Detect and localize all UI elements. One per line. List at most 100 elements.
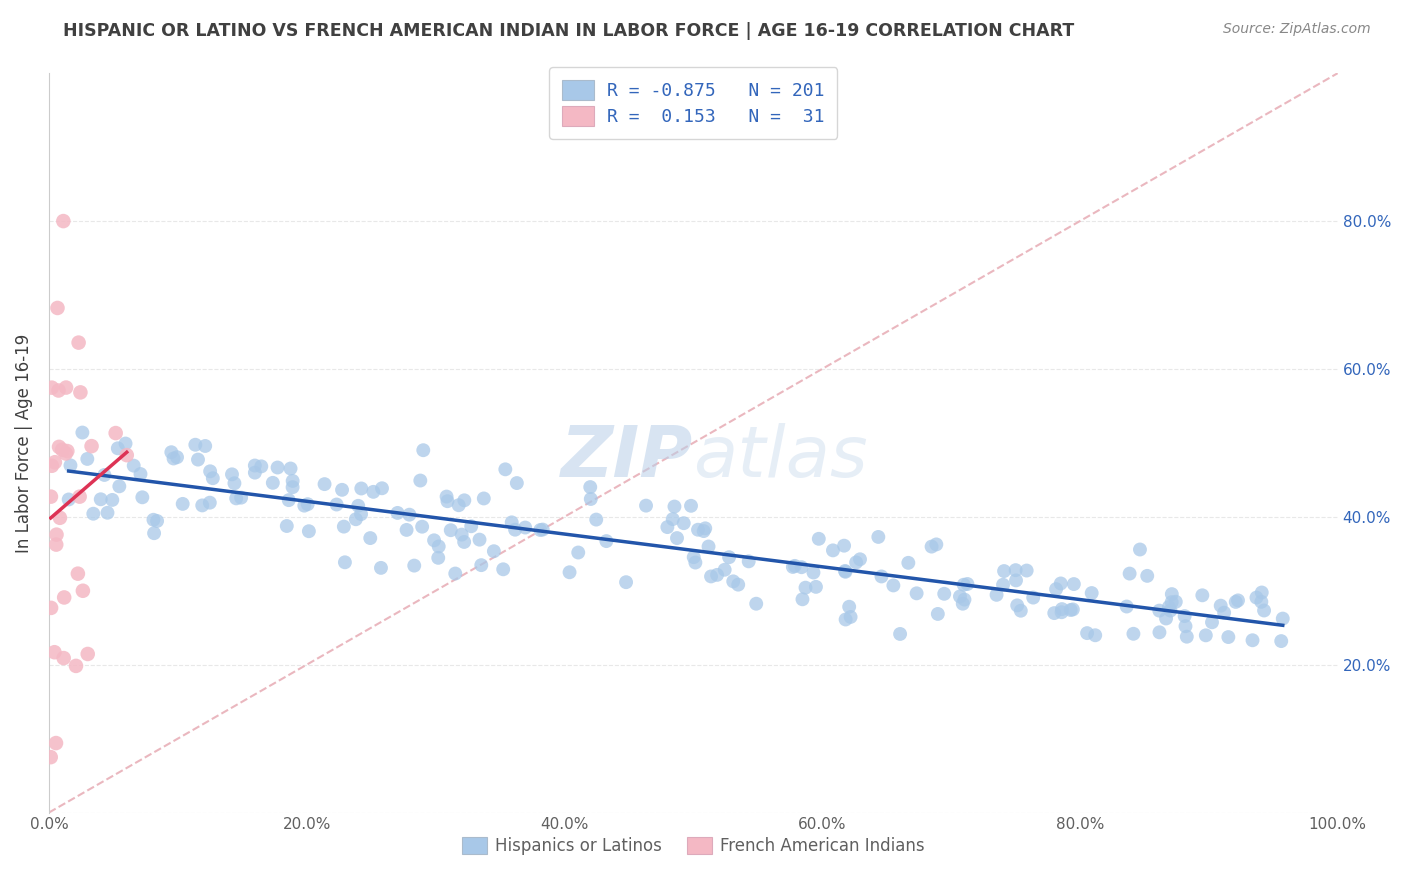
Point <box>292 499 315 513</box>
Point <box>129 467 152 481</box>
Point <box>595 534 617 549</box>
Point <box>657 520 679 534</box>
Point <box>82 507 104 521</box>
Point <box>1063 577 1085 591</box>
Point <box>225 491 247 506</box>
Point <box>1115 599 1137 614</box>
Point <box>558 566 581 580</box>
Point <box>347 499 370 513</box>
Point <box>713 563 735 577</box>
Point <box>1250 585 1272 599</box>
Point <box>482 544 505 558</box>
Point <box>395 523 418 537</box>
Point <box>198 464 221 478</box>
Point <box>48 384 70 398</box>
Point <box>1225 595 1247 609</box>
Point <box>198 496 221 510</box>
Point <box>685 556 707 570</box>
Point <box>832 539 855 553</box>
Point <box>695 521 717 535</box>
Point <box>191 499 214 513</box>
Point <box>67 335 90 350</box>
Point <box>69 385 91 400</box>
Point <box>58 492 80 507</box>
Point <box>250 459 273 474</box>
Point <box>1084 628 1107 642</box>
Point <box>927 607 949 621</box>
Point <box>333 555 356 569</box>
Point <box>834 565 856 579</box>
Point <box>494 462 516 476</box>
Point <box>1250 595 1272 609</box>
Point <box>41 381 63 395</box>
Point <box>745 597 768 611</box>
Point <box>1191 588 1213 602</box>
Point <box>229 491 252 505</box>
Point <box>1050 605 1073 619</box>
Point <box>41 458 63 473</box>
Point <box>727 577 749 591</box>
Point <box>1045 582 1067 596</box>
Point <box>492 562 515 576</box>
Point <box>679 499 702 513</box>
Point <box>427 550 450 565</box>
Point <box>350 482 373 496</box>
Point <box>925 537 948 551</box>
Point <box>52 214 75 228</box>
Point <box>1157 599 1180 614</box>
Point <box>921 540 943 554</box>
Point <box>1213 606 1236 620</box>
Point <box>834 612 856 626</box>
Point <box>90 492 112 507</box>
Point <box>993 564 1015 578</box>
Point <box>1218 630 1240 644</box>
Point <box>221 467 243 482</box>
Point <box>427 540 450 554</box>
Point <box>1022 591 1045 605</box>
Point <box>1201 615 1223 630</box>
Point <box>1062 602 1084 616</box>
Point <box>45 736 67 750</box>
Point <box>1227 593 1250 607</box>
Point <box>436 494 458 508</box>
Point <box>1118 566 1140 581</box>
Point <box>187 452 209 467</box>
Point <box>39 490 62 504</box>
Point <box>634 499 657 513</box>
Point <box>792 592 814 607</box>
Point <box>409 474 432 488</box>
Point <box>93 467 115 482</box>
Point <box>614 575 637 590</box>
Point <box>39 600 62 615</box>
Point <box>579 480 602 494</box>
Point <box>953 592 976 607</box>
Point <box>682 550 704 565</box>
Point <box>146 514 169 528</box>
Point <box>706 567 728 582</box>
Point <box>440 523 463 537</box>
Point <box>1129 542 1152 557</box>
Point <box>1159 603 1181 617</box>
Point <box>59 458 82 473</box>
Point <box>501 516 523 530</box>
Point <box>723 574 745 589</box>
Point <box>281 480 304 494</box>
Point <box>460 519 482 533</box>
Point <box>450 527 472 541</box>
Point <box>567 545 589 559</box>
Point <box>783 558 806 573</box>
Point <box>344 512 367 526</box>
Point <box>1080 586 1102 600</box>
Point <box>453 535 475 549</box>
Point <box>76 452 98 467</box>
Point <box>411 519 433 533</box>
Point <box>834 564 856 578</box>
Point <box>114 436 136 450</box>
Point <box>333 519 356 533</box>
Point <box>143 526 166 541</box>
Point <box>697 540 720 554</box>
Point <box>65 659 87 673</box>
Text: ZIP: ZIP <box>561 423 693 492</box>
Point <box>1005 599 1028 613</box>
Point <box>436 490 458 504</box>
